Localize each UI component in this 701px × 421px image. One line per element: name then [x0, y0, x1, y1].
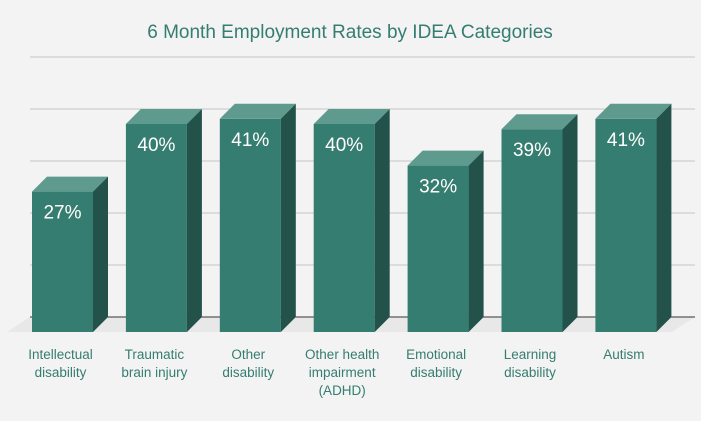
data-label: 39% [513, 140, 551, 161]
x-tick-label-line: Other health [305, 347, 379, 362]
bar: 39% [501, 114, 578, 332]
data-label: 32% [419, 177, 457, 198]
bar-side [280, 103, 296, 332]
bar: 41% [219, 103, 296, 332]
bar-side [562, 114, 578, 332]
bar-front [219, 118, 281, 332]
x-tick-label-line: Autism [603, 347, 644, 362]
x-tick-label-line: disability [504, 365, 556, 380]
bar-top [219, 103, 296, 119]
bar-front [407, 165, 469, 332]
x-tick-label-line: disability [35, 365, 87, 380]
bar-front [125, 124, 187, 332]
data-label: 40% [325, 135, 363, 156]
bar-front [501, 129, 563, 332]
chart-title: 6 Month Employment Rates by IDEA Categor… [147, 22, 553, 43]
bar-front [595, 118, 657, 332]
bar-top [501, 114, 578, 130]
bar: 27% [32, 176, 108, 332]
bar: 32% [407, 150, 484, 332]
x-tick-label-line: Traumatic [125, 347, 185, 362]
x-tick-label: Autism [603, 347, 644, 362]
bar-side [656, 103, 672, 332]
data-label: 27% [43, 203, 81, 224]
bar: 41% [595, 103, 672, 332]
x-tick-label-line: (ADHD) [319, 383, 366, 398]
x-tick-label-line: Intellectual [28, 347, 93, 362]
x-tick-label: Emotional disability [406, 347, 466, 380]
x-tick-label: Other disability [222, 347, 274, 380]
bar: 40% [313, 109, 390, 332]
x-tick-label-line: brain injury [121, 365, 187, 380]
x-tick-label-line: disability [222, 365, 274, 380]
x-tick-label: Intellectual disability [28, 347, 93, 380]
data-label: 40% [137, 135, 175, 156]
data-label: 41% [231, 130, 269, 151]
x-tick-label-line: Emotional [406, 347, 466, 362]
bar-side [186, 109, 202, 332]
bar-top [407, 150, 484, 166]
bar-top [313, 109, 390, 124]
x-tick-label: Learning disability [504, 347, 557, 380]
bar: 40% [125, 109, 202, 332]
bar-side [468, 150, 484, 332]
bar-front [32, 191, 93, 332]
x-tick-label: Traumatic brain injury [121, 347, 187, 380]
data-label: 41% [607, 130, 645, 151]
bar-top [595, 103, 672, 119]
bar-top [32, 176, 108, 192]
bar-side [93, 176, 108, 332]
x-tick-label-line: impairment [309, 365, 376, 380]
x-tick-label-line: disability [410, 365, 462, 380]
x-tick-label-line: Learning [504, 347, 557, 362]
bar-top [125, 109, 202, 124]
bar-front [313, 124, 375, 332]
bar-side [374, 109, 390, 332]
x-tick-label-line: Other [231, 347, 265, 362]
x-tick-label: Other health impairment (ADHD) [305, 347, 379, 398]
